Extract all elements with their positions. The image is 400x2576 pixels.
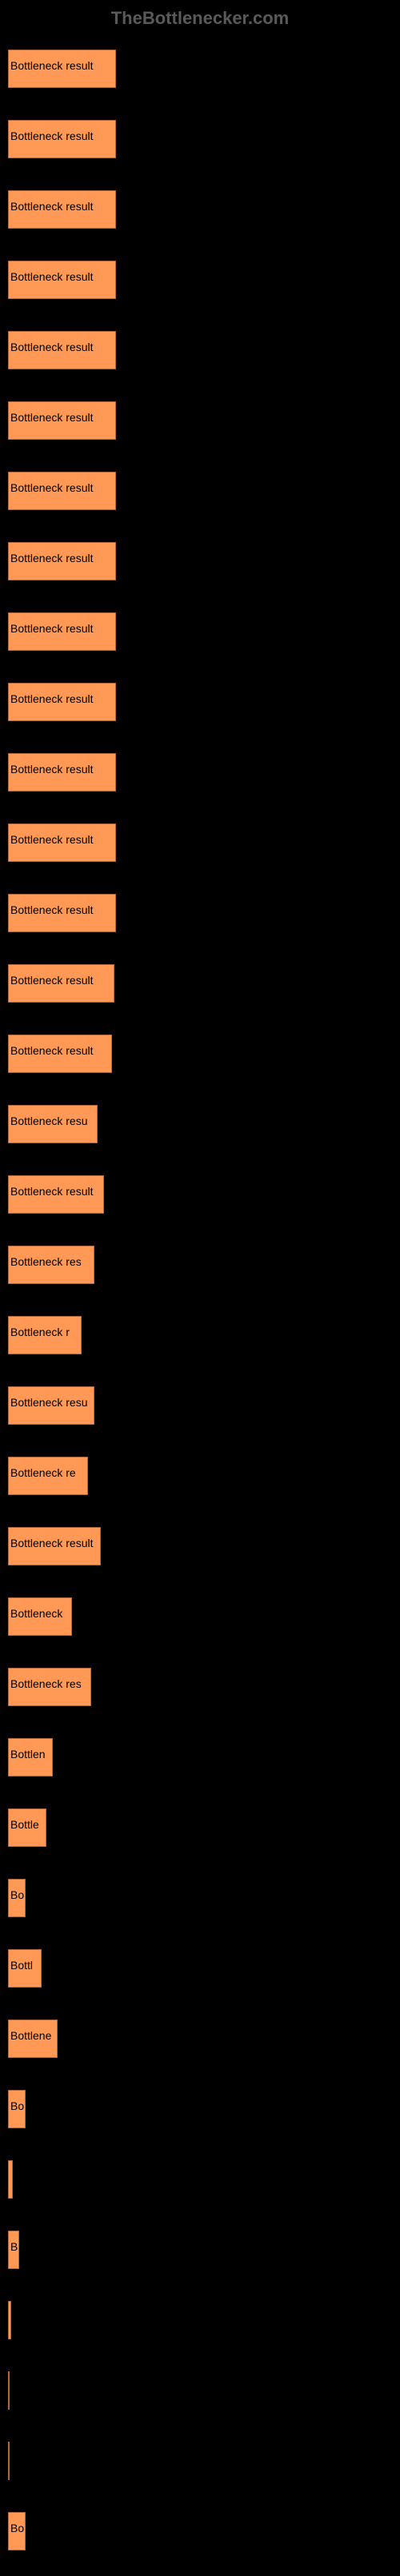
bar-label: Bottleneck result xyxy=(10,622,94,635)
bar-row: Bottleneck resu xyxy=(8,1091,392,1156)
bar-row: Bottleneck r xyxy=(8,1302,392,1367)
bar-row: Bottleneck result xyxy=(8,317,392,382)
bar-row xyxy=(8,2357,392,2422)
bar-row: Bottleneck result xyxy=(8,1161,392,1226)
bar-label: Bottleneck xyxy=(10,1607,62,1620)
bar-label: Bottleneck result xyxy=(10,200,94,213)
bar-row: Bottleneck result xyxy=(8,176,392,241)
bar-label: Bottlen xyxy=(10,1748,46,1761)
bar-row: Bottleneck res xyxy=(8,1653,392,1719)
bar-label: Bottleneck result xyxy=(10,59,94,72)
bar-label: Bottleneck result xyxy=(10,341,94,353)
bar-label: Bottlene xyxy=(10,2029,51,2042)
bar-row xyxy=(8,2146,392,2211)
bar-row: Bo xyxy=(8,1864,392,1930)
bar-row: Bottleneck result xyxy=(8,1020,392,1086)
bar-label: Bottleneck result xyxy=(10,411,94,424)
bar-row: Bottlen xyxy=(8,1724,392,1789)
bar-label: Bottleneck result xyxy=(10,974,94,987)
bar-row: B xyxy=(8,2216,392,2282)
bar-row: Bottleneck re xyxy=(8,1442,392,1508)
bar-label: Bottleneck resu xyxy=(10,1115,88,1127)
bar-row xyxy=(8,2427,392,2493)
bar xyxy=(8,2160,13,2199)
bar-label: Bottleneck resu xyxy=(10,1396,88,1409)
bar-label: Bottleneck result xyxy=(10,481,94,494)
bar xyxy=(8,2301,11,2339)
bar-label: Bo xyxy=(10,2522,24,2534)
bar-row: Bottleneck result xyxy=(8,246,392,312)
bar-label: Bottleneck result xyxy=(10,552,94,564)
bar-label: Bottleneck result xyxy=(10,130,94,142)
bar-row: Bottleneck result xyxy=(8,668,392,734)
bar-row: Bottleneck result xyxy=(8,528,392,593)
bar-row: Bottleneck result xyxy=(8,739,392,804)
bar-label: Bottleneck result xyxy=(10,1185,94,1198)
bar-row: Bottleneck result xyxy=(8,457,392,523)
bar-label: Bottleneck result xyxy=(10,1537,94,1549)
bar-row: Bottleneck result xyxy=(8,35,392,101)
bar-label: Bottleneck result xyxy=(10,903,94,916)
bar-row: Bo xyxy=(8,2076,392,2141)
bar-label: Bo xyxy=(10,2099,24,2112)
bar-label: Bottleneck result xyxy=(10,1044,94,1057)
bar-label: Bottleneck r xyxy=(10,1326,70,1338)
bar-label: Bottle xyxy=(10,1818,39,1831)
bar-row: Bottleneck resu xyxy=(8,1372,392,1438)
bar-label: Bottl xyxy=(10,1959,33,1972)
bar-row: Bottleneck result xyxy=(8,950,392,1015)
bar xyxy=(8,2442,10,2480)
bar-label: Bottleneck result xyxy=(10,763,94,776)
bar-row: Bottleneck result xyxy=(8,106,392,171)
bar-label: Bottleneck res xyxy=(10,1677,82,1690)
bar-label: Bottleneck result xyxy=(10,270,94,283)
bar-row: Bottleneck result xyxy=(8,1513,392,1578)
bar-label: Bo xyxy=(10,1888,24,1901)
bar-label: Bottleneck result xyxy=(10,692,94,705)
bar-label: Bottleneck res xyxy=(10,1255,82,1268)
bar-row: Bottleneck xyxy=(8,1583,392,1649)
bar-row: Bottleneck result xyxy=(8,879,392,945)
bar-label: B xyxy=(10,2240,18,2253)
watermark-text: TheBottlenecker.com xyxy=(8,8,392,29)
bar-row xyxy=(8,2287,392,2352)
bar-row: Bottleneck res xyxy=(8,1231,392,1297)
bar-label: Bottleneck result xyxy=(10,833,94,846)
bar-label: Bottleneck re xyxy=(10,1466,76,1479)
bar xyxy=(8,2371,10,2410)
bar-row: Bottleneck result xyxy=(8,387,392,453)
bar-row: Bottleneck result xyxy=(8,809,392,875)
bar-row: Bottl xyxy=(8,1935,392,2000)
bar-row: Bottlene xyxy=(8,2005,392,2071)
bar-row: Bottle xyxy=(8,1794,392,1860)
bar-chart: Bottleneck result Bottleneck result Bottle… xyxy=(8,35,392,2563)
bar-row: Bo xyxy=(8,2498,392,2563)
bar-row: Bottleneck result xyxy=(8,598,392,664)
